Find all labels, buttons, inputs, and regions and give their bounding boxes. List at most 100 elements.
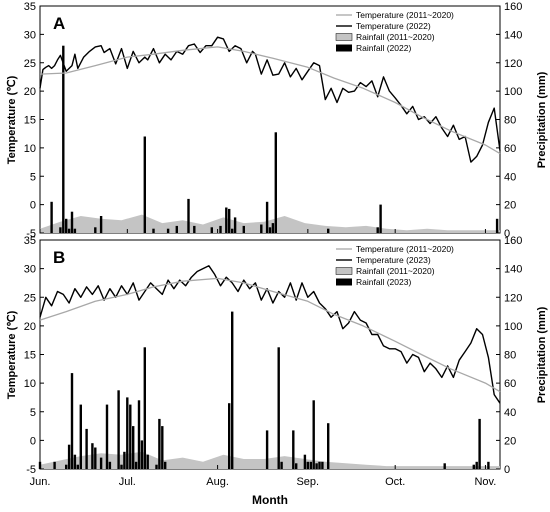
panel-a-axes: -5 0 5 10 15 20 25 30 35 0 20 40 60 80 100 120 140 160 [24, 1, 523, 240]
rain-bar [143, 136, 146, 233]
y-tick-label: 25 [24, 292, 36, 304]
temperature-current-line [39, 265, 501, 404]
rain-bar [164, 461, 167, 469]
rain-bar [321, 461, 324, 469]
rain-bar [260, 224, 263, 233]
panel-a-legend: Temperature (2011~2020)Temperature (2022… [335, 10, 454, 53]
panel-a-temperature-lines [39, 36, 501, 163]
y-tick-label: -5 [26, 464, 36, 476]
rain-bar [487, 461, 490, 469]
y-tick-label: -5 [26, 228, 36, 240]
panel-b-label: B [53, 248, 65, 267]
rain-bar [231, 228, 234, 233]
rain-bar [108, 461, 112, 469]
rain-bar [70, 373, 74, 469]
rain-bar [152, 228, 155, 233]
rain-bar [312, 400, 315, 469]
panel-b-temperature-lines [39, 265, 501, 404]
panel-a-rain-bars [50, 45, 499, 234]
temperature-avg-line [39, 46, 501, 155]
month-label: Aug. [206, 476, 229, 488]
rain-bar [67, 444, 71, 469]
legend-swatch-rain-avg [335, 33, 353, 41]
rain-bar [73, 228, 77, 233]
rain-bar [318, 461, 321, 469]
rain-bar [228, 403, 231, 469]
rain-bar [65, 464, 68, 469]
rain-bar [219, 225, 222, 233]
rain-bar [146, 454, 149, 469]
rain-bar [158, 418, 161, 469]
y2-tick-label: 40 [504, 407, 516, 419]
y2-tick-label: 20 [504, 200, 516, 212]
panel-b-y2-label: Precipitation (mm) [536, 306, 548, 403]
month-label: Sep. [296, 476, 319, 488]
rain-bar [99, 457, 103, 469]
y-tick-label: 0 [30, 435, 36, 447]
rain-bar [187, 198, 190, 233]
rain-bar [126, 397, 129, 469]
y2-tick-label: 160 [504, 235, 522, 247]
rain-bar [99, 216, 103, 233]
legend-entry: Temperature (2011~2020) [356, 10, 454, 20]
rain-avg-area [40, 451, 500, 469]
y2-tick-label: 120 [504, 58, 522, 70]
rain-bar [303, 454, 307, 469]
rain-bar [327, 228, 330, 233]
rain-bar [91, 443, 94, 469]
rain-bar [271, 223, 275, 233]
rain-bar [134, 461, 138, 469]
y-tick-label: 20 [24, 321, 36, 333]
rain-bar [327, 423, 330, 469]
legend-entry: Rainfall (2022) [356, 43, 411, 53]
y2-tick-label: 40 [504, 171, 516, 183]
rain-bar [79, 404, 82, 469]
rain-bar [129, 404, 132, 469]
legend-entry: Temperature (2022) [356, 21, 431, 31]
y2-tick-label: 20 [504, 435, 516, 447]
rain-bar [76, 464, 79, 469]
panel-a-y2-label: Precipitation (mm) [536, 71, 548, 168]
rain-bar [268, 227, 272, 233]
panel-b-y-label: Temperature (℃) [6, 310, 18, 399]
rain-bar [228, 208, 231, 233]
rain-bar [117, 390, 120, 469]
y-tick-label: 30 [24, 29, 36, 41]
rain-bar [309, 461, 312, 469]
rain-bar [94, 227, 97, 233]
month-label: Oct. [385, 476, 405, 488]
rain-bar [53, 461, 56, 469]
rain-bar [443, 463, 446, 469]
rain-bar [67, 228, 71, 233]
y2-tick-label: 140 [504, 29, 522, 41]
y-tick-label: 10 [24, 378, 36, 390]
y-tick-label: 25 [24, 58, 36, 70]
panel-b-legend: Temperature (2011~2020)Temperature (2023… [335, 244, 454, 287]
rain-bar [376, 227, 379, 233]
rain-bar [62, 45, 65, 234]
temperature-avg-line [39, 277, 501, 393]
panel-b-axes: -5 0 5 10 15 20 25 30 35 0 20 40 60 80 100 120 140 160 [24, 235, 523, 476]
y2-tick-label: 100 [504, 321, 522, 333]
rain-bar [193, 225, 196, 233]
y2-tick-label: 100 [504, 86, 522, 98]
rain-bar [94, 447, 97, 469]
rain-bar [73, 454, 77, 469]
rain-bar [274, 132, 277, 233]
rain-bar [70, 211, 74, 233]
rain-bar [475, 461, 478, 469]
rain-bar [65, 218, 68, 233]
rain-bar [210, 227, 213, 233]
panel-b-rain-avg-area [40, 451, 500, 469]
month-tick-labels: Jun. Jul. Aug. Sep. Oct. Nov. [30, 476, 497, 488]
rain-bar [233, 217, 237, 233]
y-tick-label: 35 [24, 1, 36, 13]
rain-bar [315, 463, 318, 469]
y-tick-label: 5 [30, 407, 36, 419]
y2-tick-label: 160 [504, 1, 522, 13]
y-tick-label: 15 [24, 350, 36, 362]
rain-bar [292, 430, 295, 469]
rain-bar [175, 225, 178, 233]
rain-avg-area [40, 214, 500, 233]
